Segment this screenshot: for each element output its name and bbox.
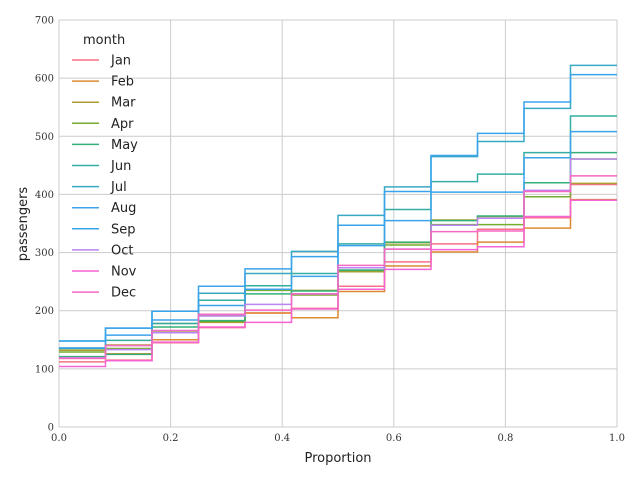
legend: month Jan Feb Mar Apr May Jun Jul Aug Sep Oct Nov D… [72, 33, 138, 301]
y-tick-label: 500 [35, 132, 54, 143]
legend-label-sep: Sep [111, 222, 136, 237]
x-tick-label: 0.4 [274, 433, 290, 444]
y-tick-label: 300 [35, 248, 54, 259]
series-line-aug [59, 73, 617, 342]
x-tick-label: 0.8 [497, 433, 513, 444]
legend-title: month [83, 33, 125, 48]
x-tick-label: 0.2 [163, 433, 179, 444]
y-tick-label: 700 [35, 16, 54, 27]
y-tick-label: 600 [35, 74, 54, 85]
tick-labels: 0.0 0.2 0.4 0.6 0.8 1.0 0 100 200 300 400 500 600 700 [35, 16, 625, 445]
y-tick-label: 200 [35, 306, 54, 317]
legend-label-feb: Feb [111, 75, 134, 90]
x-tick-label: 1.0 [609, 433, 625, 444]
legend-label-apr: Apr [111, 117, 134, 132]
legend-label-dec: Dec [111, 286, 136, 301]
x-tick-label: 0.6 [386, 433, 402, 444]
legend-label-oct: Oct [111, 243, 133, 258]
legend-label-jun: Jun [110, 159, 131, 174]
y-axis-label: passengers [16, 187, 31, 262]
legend-label-nov: Nov [111, 265, 137, 280]
x-axis-label: Proportion [304, 451, 371, 466]
y-tick-label: 0 [48, 423, 54, 434]
legend-label-aug: Aug [111, 201, 136, 216]
grid [58, 19, 618, 428]
legend-label-jul: Jul [110, 180, 127, 195]
legend-label-mar: Mar [111, 96, 136, 111]
x-tick-label: 0.0 [51, 433, 67, 444]
series-lines [59, 64, 617, 368]
legend-label-jan: Jan [110, 54, 131, 69]
y-tick-label: 400 [35, 190, 54, 201]
legend-label-may: May [111, 138, 138, 153]
axes [58, 20, 617, 428]
y-tick-label: 100 [35, 364, 54, 375]
series-line-dec [59, 175, 617, 360]
